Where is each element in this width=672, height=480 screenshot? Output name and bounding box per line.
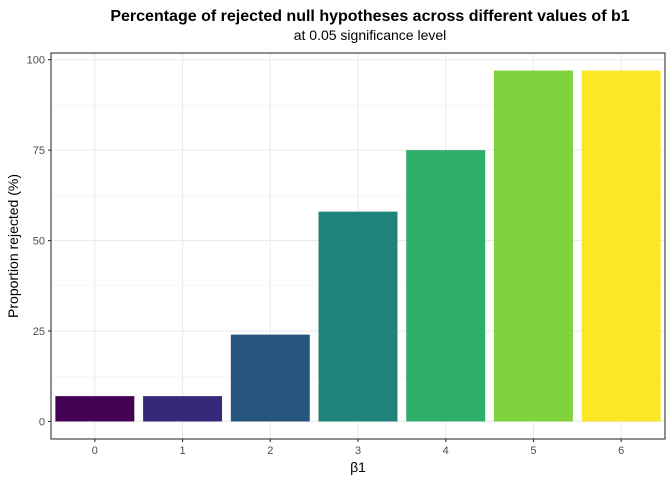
y-tick-label: 50 [33, 236, 45, 248]
y-axis: 0 25 50 75 100 [27, 55, 51, 428]
chart-subtitle: at 0.05 significance level [294, 27, 447, 43]
x-tick-label: 0 [92, 445, 98, 457]
x-tick-label: 2 [267, 445, 273, 457]
x-tick-label: 3 [355, 445, 361, 457]
bar-1 [143, 396, 223, 422]
x-tick-label: 1 [180, 445, 186, 457]
bar-0 [55, 396, 135, 422]
x-axis-title: β1 [350, 459, 366, 475]
y-tick-label: 0 [39, 416, 45, 428]
x-tick-label: 4 [443, 445, 449, 457]
chart-title: Percentage of rejected null hypotheses a… [110, 8, 629, 25]
x-tick-label: 6 [618, 445, 624, 457]
y-tick-label: 100 [27, 55, 45, 67]
y-tick-label: 25 [33, 326, 45, 338]
x-tick-label: 5 [530, 445, 536, 457]
y-tick-label: 75 [33, 145, 45, 157]
bar-6 [581, 70, 661, 422]
bar-3 [318, 211, 398, 422]
bar-4 [406, 150, 486, 422]
x-axis: 0 1 2 3 4 5 6 [92, 439, 624, 457]
bar-5 [493, 70, 573, 422]
y-axis-title: Proportion rejected (%) [5, 174, 21, 318]
bar-2 [230, 334, 310, 422]
bars [55, 70, 661, 422]
